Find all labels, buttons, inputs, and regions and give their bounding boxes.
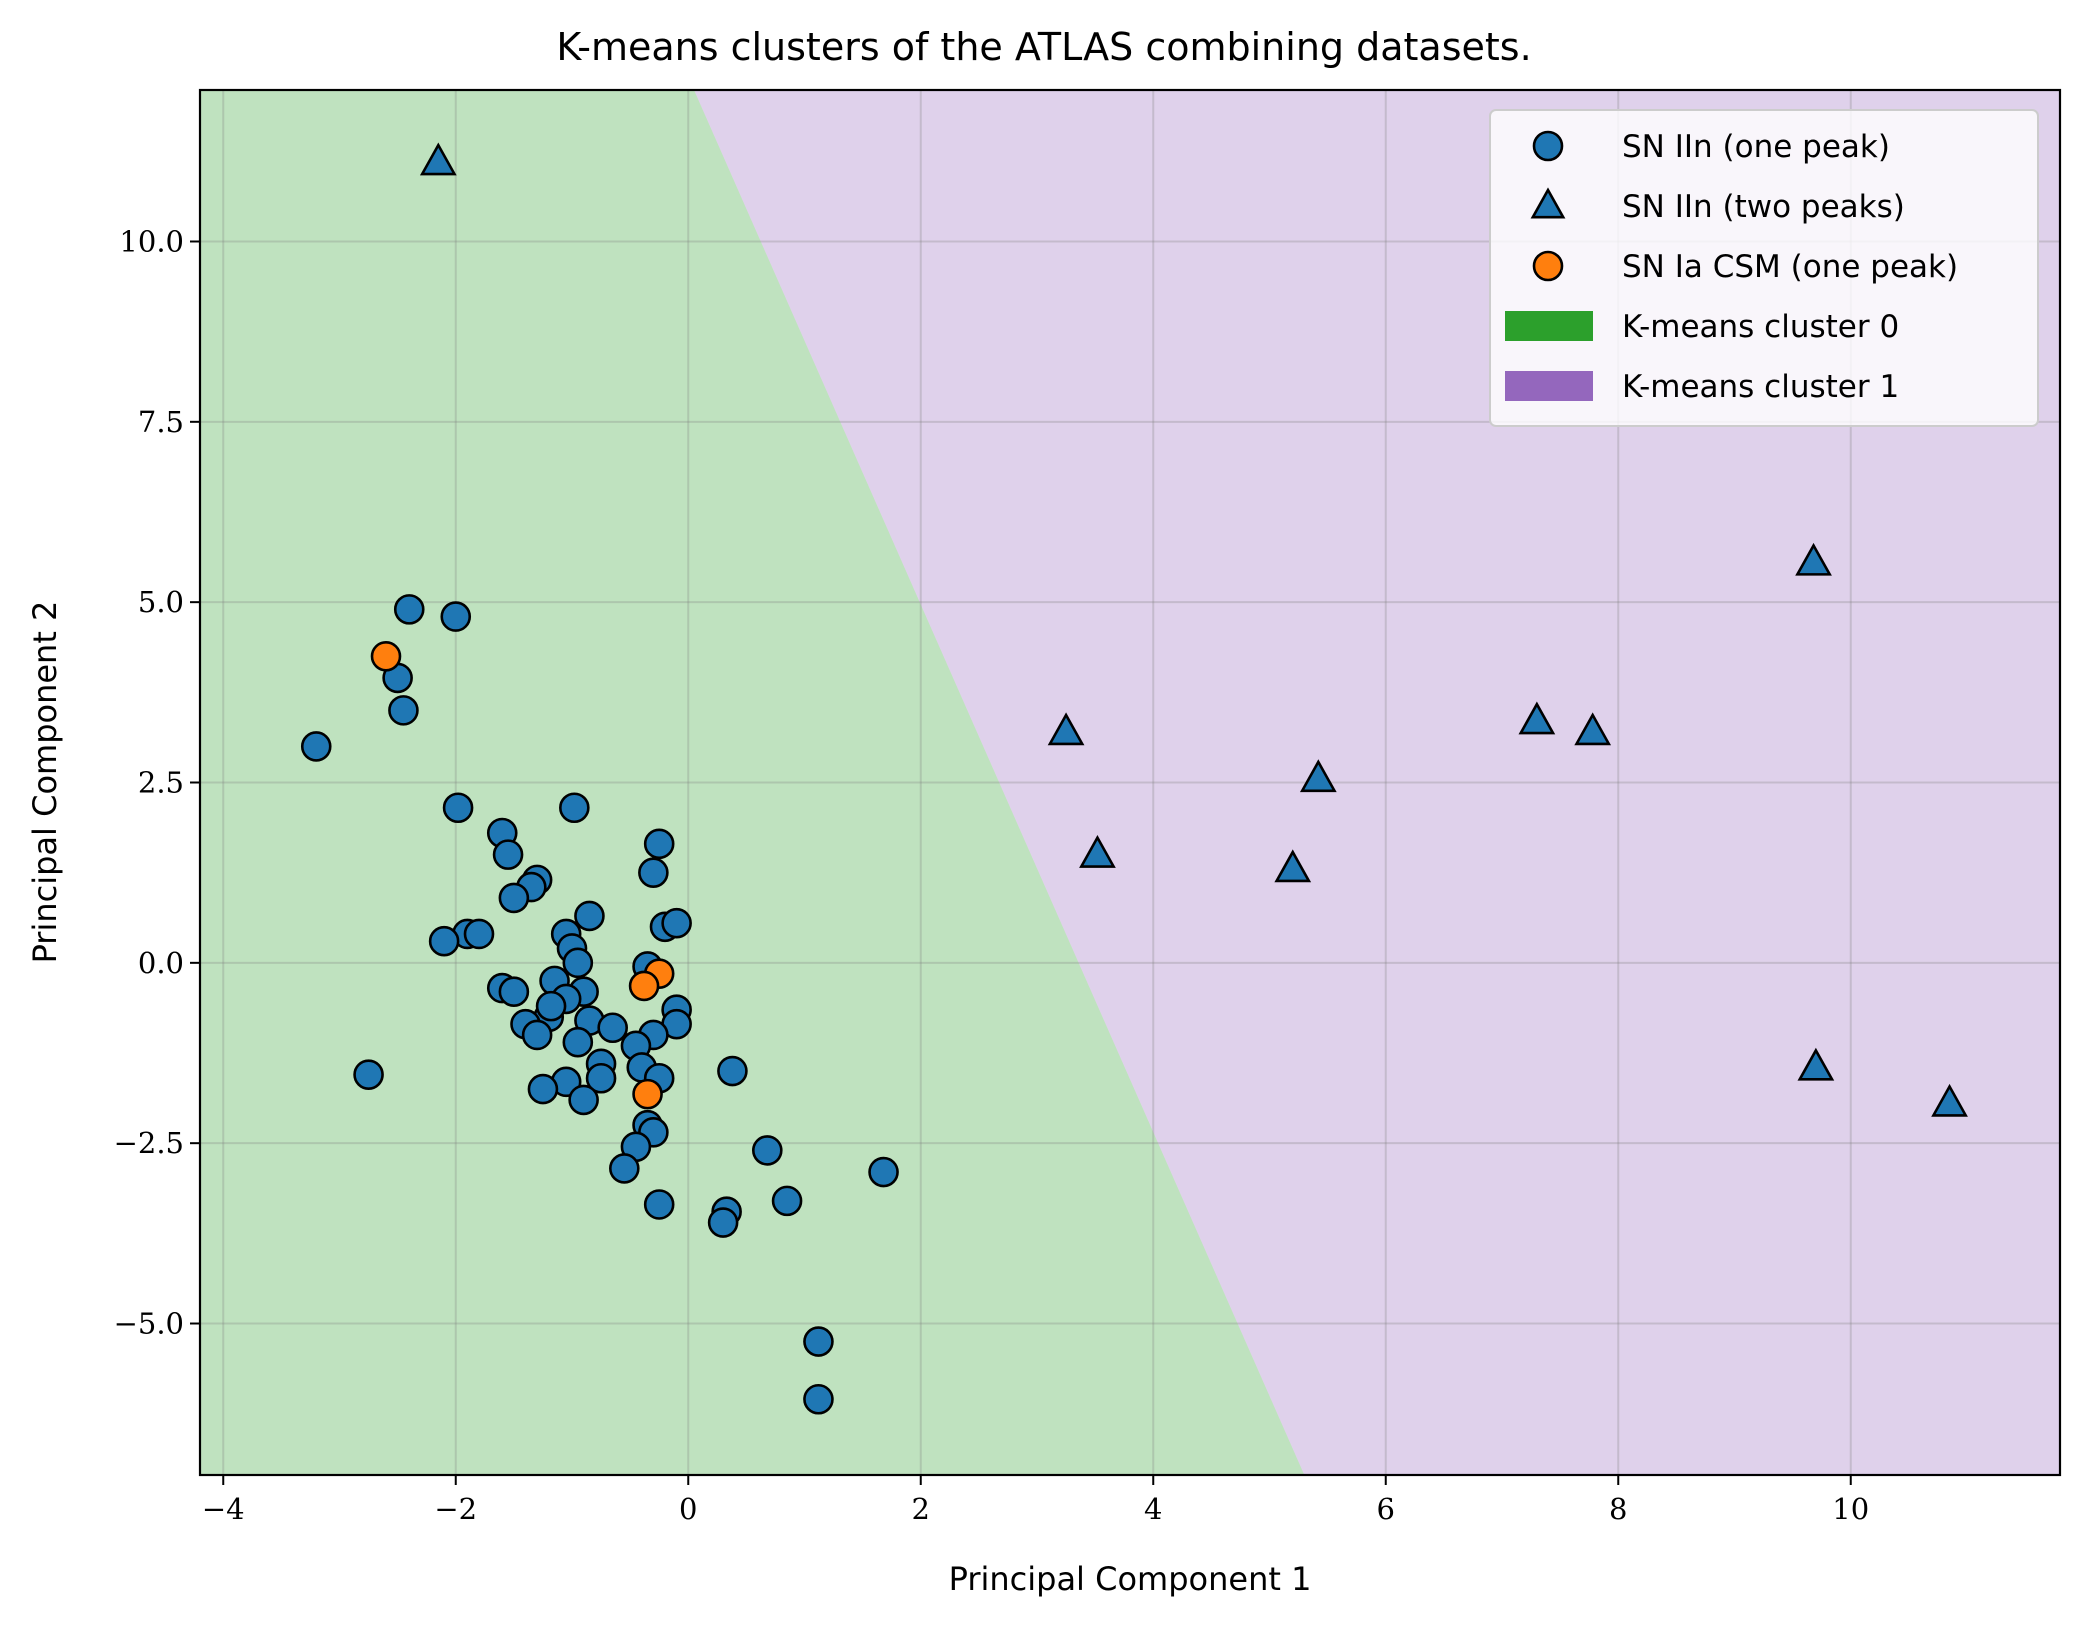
- data-point-circle: [643, 828, 675, 860]
- series-1: [419, 142, 1968, 1117]
- data-point-triangle: [1795, 542, 1832, 576]
- data-point-circle: [562, 947, 594, 979]
- data-point-triangle: [419, 142, 457, 176]
- y-tick-label: −5.0: [114, 1307, 184, 1341]
- data-point-triangle: [1574, 712, 1612, 746]
- x-tick-label: −4: [202, 1492, 245, 1526]
- data-point-circle: [521, 1019, 553, 1051]
- legend-marker-circle: [1532, 250, 1564, 282]
- data-point-circle: [585, 1062, 617, 1094]
- legend-label: K-means cluster 0: [1622, 309, 1899, 345]
- data-point-circle: [707, 1207, 739, 1238]
- x-axis-ticks: −4 −2 0 2 4 6 8 10: [202, 1475, 1869, 1526]
- plot-area: [200, 90, 2060, 1475]
- series-0: [300, 594, 899, 1415]
- x-tick-label: 2: [912, 1492, 930, 1526]
- legend-label: SN Ia CSM (one peak): [1622, 249, 1958, 285]
- data-point-circle: [803, 1326, 834, 1357]
- data-point-circle: [428, 925, 460, 957]
- data-point-circle: [370, 640, 402, 672]
- data-point-circle: [535, 990, 567, 1022]
- data-point-circle: [751, 1135, 783, 1166]
- chart-title: K-means clusters of the ATLAS combining …: [556, 25, 1531, 69]
- data-point-circle: [574, 900, 605, 932]
- x-tick-label: 6: [1377, 1492, 1395, 1526]
- data-point-circle: [498, 882, 530, 914]
- data-point-circle: [440, 601, 472, 632]
- legend-label: K-means cluster 1: [1622, 369, 1899, 405]
- data-point-circle: [498, 976, 530, 1007]
- y-axis-ticks: −5.0 −2.5 0.0 2.5 5.0 7.5 10.0: [114, 224, 200, 1341]
- y-tick-label: 10.0: [119, 224, 184, 258]
- data-point-triangle: [1931, 1083, 1968, 1117]
- data-points: [300, 142, 1968, 1415]
- data-point-circle: [638, 857, 669, 888]
- data-point-circle: [771, 1185, 803, 1217]
- data-point-circle: [717, 1055, 748, 1087]
- legend-patch: [1505, 311, 1593, 341]
- legend-marker-circle: [1532, 130, 1564, 162]
- legend-label: SN IIn (one peak): [1622, 129, 1890, 165]
- data-point-circle: [300, 731, 332, 762]
- data-point-circle: [463, 918, 495, 950]
- x-tick-label: 8: [1609, 1492, 1627, 1526]
- x-tick-label: 4: [1144, 1492, 1162, 1526]
- x-tick-label: 0: [679, 1492, 697, 1526]
- data-point-circle: [353, 1059, 384, 1090]
- x-tick-label: 10: [1832, 1492, 1869, 1526]
- legend-box: [1489, 109, 2039, 427]
- data-point-circle: [609, 1153, 640, 1184]
- data-point-circle: [527, 1073, 559, 1105]
- data-point-triangle: [1299, 759, 1337, 793]
- cluster-1-region: [694, 90, 2060, 1475]
- data-point-triangle: [1047, 712, 1085, 746]
- data-point-triangle: [1274, 849, 1312, 883]
- y-axis-label: Principal Component 2: [26, 601, 64, 964]
- data-point-circle: [628, 970, 660, 1002]
- data-point-circle: [562, 1026, 594, 1058]
- data-point-circle: [803, 1383, 834, 1415]
- cluster-0-region: [200, 90, 1305, 1475]
- y-tick-label: 2.5: [138, 766, 184, 800]
- data-point-triangle: [1518, 701, 1556, 735]
- y-tick-label: 7.5: [138, 405, 184, 439]
- data-point-circle: [388, 695, 419, 726]
- data-point-circle: [568, 1084, 599, 1116]
- legend: SN IIn (one peak) SN IIn (two peaks) SN Ia…: [1489, 109, 2039, 427]
- data-point-circle: [632, 1078, 663, 1110]
- data-point-circle: [643, 1189, 675, 1220]
- data-point-triangle: [1079, 834, 1116, 868]
- data-point-circle: [661, 907, 692, 939]
- legend-patch: [1505, 371, 1593, 401]
- data-point-circle: [597, 1012, 628, 1044]
- y-tick-label: 0.0: [138, 946, 184, 980]
- data-point-triangle: [1797, 1047, 1835, 1081]
- data-point-circle: [393, 594, 425, 625]
- legend-label: SN IIn (two peaks): [1622, 189, 1905, 225]
- data-point-circle: [442, 792, 474, 824]
- data-point-circle: [559, 792, 590, 824]
- data-point-circle: [868, 1156, 899, 1188]
- y-tick-label: 5.0: [138, 585, 184, 619]
- x-axis-label: Principal Component 1: [949, 1560, 1312, 1598]
- legend-marker-triangle: [1530, 187, 1566, 219]
- series-2: [370, 640, 675, 1110]
- y-tick-label: −2.5: [114, 1126, 184, 1160]
- data-point-circle: [492, 839, 524, 870]
- legend-entries: SN IIn (one peak) SN IIn (two peaks) SN Ia…: [1505, 129, 1958, 405]
- x-tick-label: −2: [434, 1492, 477, 1526]
